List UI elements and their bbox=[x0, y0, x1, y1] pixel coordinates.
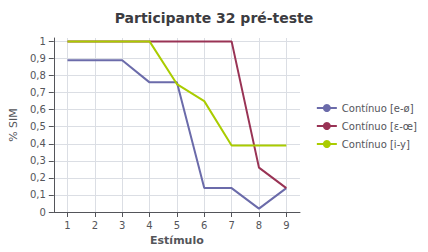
svg-text:Estímulo: Estímulo bbox=[150, 234, 204, 247]
svg-text:9: 9 bbox=[283, 220, 289, 231]
svg-text:Contínuo [i-y]: Contínuo [i-y] bbox=[342, 139, 410, 150]
svg-text:3: 3 bbox=[119, 220, 125, 231]
svg-text:8: 8 bbox=[256, 220, 262, 231]
svg-text:0,5: 0,5 bbox=[30, 121, 46, 132]
svg-text:% SIM: % SIM bbox=[7, 108, 20, 142]
svg-text:0,1: 0,1 bbox=[30, 189, 46, 200]
svg-text:0,9: 0,9 bbox=[30, 53, 46, 64]
svg-text:Participante 32 pré-teste: Participante 32 pré-teste bbox=[115, 10, 314, 26]
svg-text:0,6: 0,6 bbox=[30, 104, 46, 115]
svg-text:2: 2 bbox=[92, 220, 98, 231]
svg-text:6: 6 bbox=[201, 220, 207, 231]
svg-text:0,4: 0,4 bbox=[30, 138, 46, 149]
svg-text:1: 1 bbox=[39, 36, 45, 47]
svg-text:0,8: 0,8 bbox=[30, 70, 46, 81]
svg-text:4: 4 bbox=[146, 220, 152, 231]
svg-text:7: 7 bbox=[228, 220, 234, 231]
svg-text:0,2: 0,2 bbox=[30, 172, 46, 183]
svg-text:0: 0 bbox=[39, 207, 45, 218]
svg-text:0,7: 0,7 bbox=[30, 87, 46, 98]
svg-text:5: 5 bbox=[174, 220, 180, 231]
svg-text:1: 1 bbox=[64, 220, 70, 231]
svg-text:0,3: 0,3 bbox=[30, 155, 46, 166]
svg-text:Contínuo [ɛ-œ]: Contínuo [ɛ-œ] bbox=[342, 121, 417, 132]
svg-text:Contínuo [e-ø]: Contínuo [e-ø] bbox=[342, 103, 414, 114]
